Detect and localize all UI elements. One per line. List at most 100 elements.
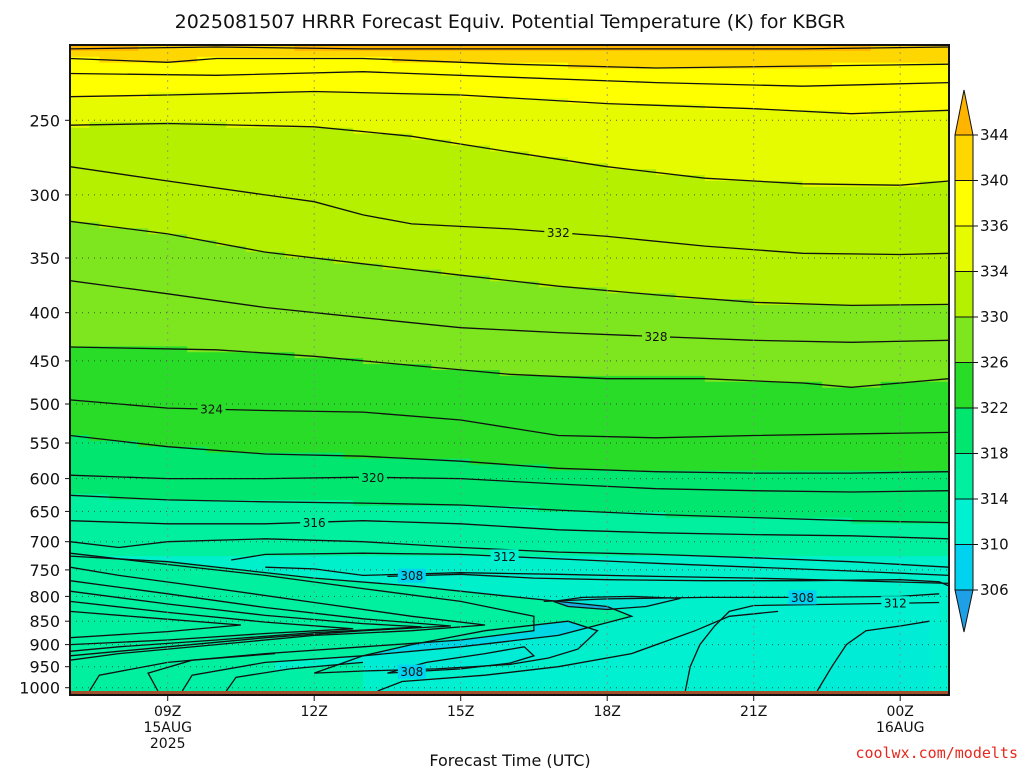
- field-cell: [70, 133, 81, 141]
- field-cell: [411, 234, 423, 241]
- field-cell: [304, 547, 315, 554]
- field-cell: [363, 251, 374, 259]
- field-cell: [275, 275, 286, 282]
- field-cell: [275, 346, 286, 353]
- field-cell: [431, 293, 442, 300]
- field-cell: [489, 127, 501, 135]
- field-cell: [431, 470, 442, 477]
- field-cell: [363, 222, 374, 229]
- field-cell: [157, 517, 169, 525]
- field-cell: [206, 234, 218, 241]
- field-cell: [499, 299, 511, 306]
- field-cell: [275, 316, 286, 324]
- field-cell: [206, 381, 218, 389]
- field-cell: [460, 293, 472, 300]
- field-cell: [363, 186, 374, 194]
- field-cell: [118, 287, 130, 294]
- field-cell: [236, 470, 247, 477]
- field-cell: [216, 240, 227, 247]
- field-cell: [118, 133, 130, 141]
- field-cell: [441, 216, 452, 223]
- field-cell: [431, 192, 442, 200]
- field-cell: [372, 104, 384, 111]
- field-cell: [236, 435, 247, 442]
- field-cell: [138, 470, 149, 477]
- field-cell: [226, 405, 237, 412]
- field-cell: [118, 169, 130, 176]
- field-cell: [177, 204, 188, 212]
- field-cell: [450, 145, 462, 152]
- field-cell: [138, 275, 149, 282]
- field-cell: [167, 417, 179, 424]
- field-cell: [89, 328, 100, 336]
- field-cell: [167, 505, 179, 513]
- field-cell: [187, 340, 198, 347]
- field-cell: [255, 139, 266, 147]
- field-cell: [382, 440, 393, 448]
- field-cell: [460, 115, 472, 123]
- field-cell: [99, 310, 110, 318]
- field-cell: [245, 387, 257, 395]
- field-cell: [255, 523, 266, 531]
- field-cell: [118, 387, 130, 395]
- field-cell: [89, 547, 100, 554]
- field-cell: [196, 293, 208, 300]
- field-cell: [480, 529, 491, 537]
- field-cell: [460, 500, 472, 507]
- field-cell: [343, 210, 354, 217]
- field-cell: [206, 328, 218, 336]
- field-cell: [372, 110, 384, 117]
- field-cell: [343, 494, 354, 501]
- field-cell: [411, 186, 423, 194]
- field-cell: [304, 387, 315, 395]
- field-cell: [157, 476, 169, 483]
- field-cell: [392, 86, 403, 93]
- field-cell: [255, 328, 266, 336]
- field-cell: [314, 417, 325, 424]
- field-cell: [392, 74, 403, 82]
- field-cell: [167, 240, 179, 247]
- field-cell: [226, 86, 237, 93]
- field-cell: [323, 334, 335, 342]
- field-cell: [245, 204, 257, 212]
- field-cell: [363, 245, 374, 253]
- field-cell: [304, 440, 315, 448]
- field-cell: [187, 68, 198, 76]
- field-cell: [460, 163, 472, 170]
- field-cell: [236, 305, 247, 312]
- field-cell: [255, 494, 266, 501]
- field-cell: [392, 517, 403, 525]
- field-cell: [226, 310, 237, 318]
- field-cell: [314, 151, 325, 158]
- field-cell: [196, 269, 208, 277]
- field-cell: [157, 228, 169, 235]
- field-cell: [470, 151, 481, 158]
- field-cell: [245, 251, 257, 259]
- field-cell: [216, 541, 227, 548]
- field-cell: [363, 381, 374, 389]
- field-cell: [275, 440, 286, 448]
- field-cell: [480, 517, 491, 525]
- field-cell: [236, 175, 247, 182]
- field-cell: [489, 175, 501, 182]
- field-cell: [148, 547, 159, 554]
- field-cell: [177, 269, 188, 277]
- field-cell: [196, 423, 208, 430]
- field-cell: [99, 275, 110, 282]
- field-cell: [333, 98, 345, 105]
- field-cell: [236, 228, 247, 235]
- field-cell: [431, 346, 442, 353]
- field-cell: [255, 411, 266, 418]
- field-cell: [314, 340, 325, 347]
- field-cell: [499, 175, 511, 182]
- field-cell: [148, 423, 159, 430]
- field-cell: [99, 305, 110, 312]
- field-cell: [460, 281, 472, 288]
- field-cell: [470, 375, 481, 383]
- field-cell: [411, 151, 423, 158]
- field-cell: [138, 62, 149, 70]
- field-cell: [353, 399, 364, 407]
- field-cell: [314, 299, 325, 306]
- field-cell: [128, 470, 139, 477]
